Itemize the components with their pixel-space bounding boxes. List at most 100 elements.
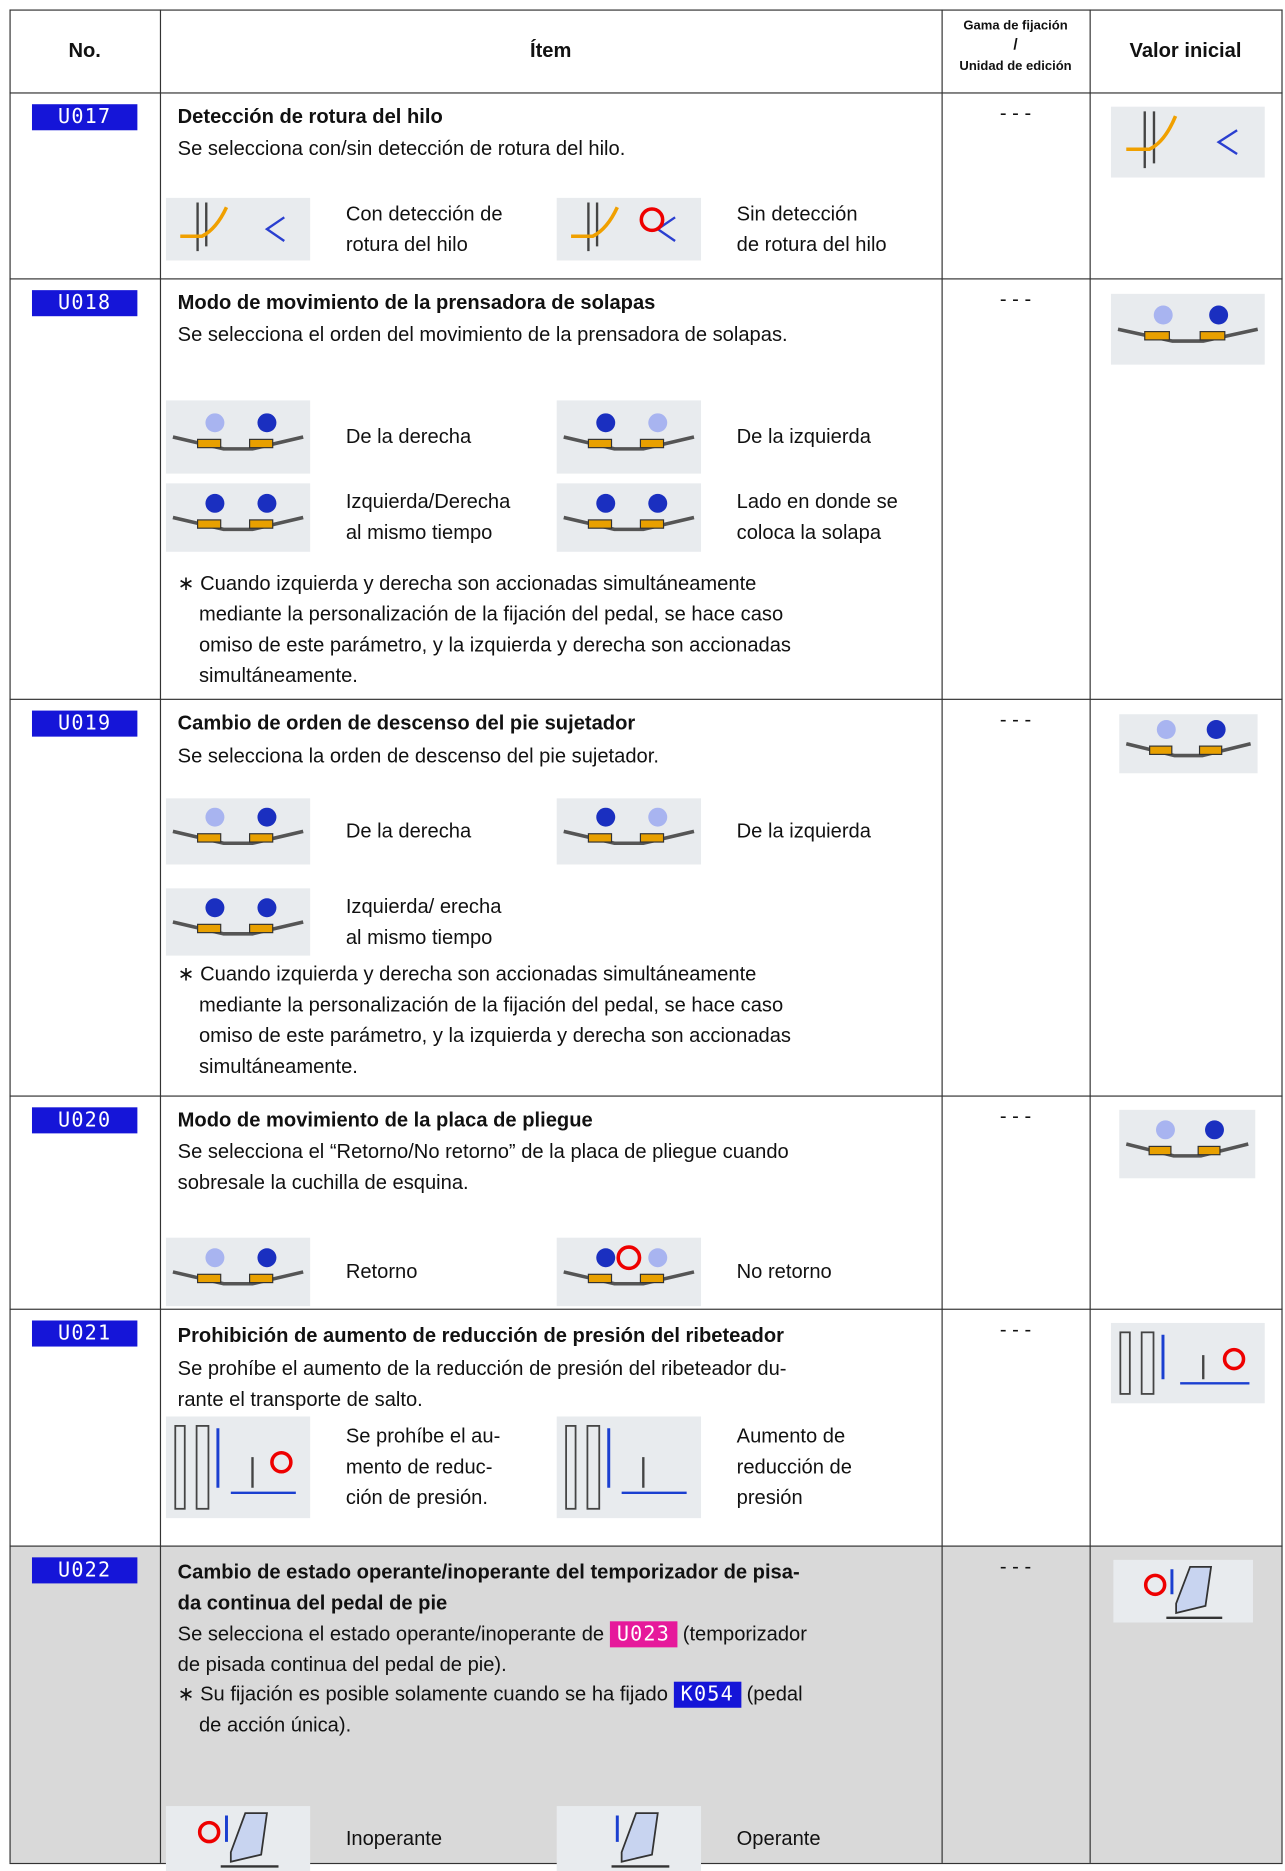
icon-part [639, 1273, 665, 1284]
icon-part [205, 493, 225, 513]
icon-part [1216, 129, 1238, 155]
row-description: Se selecciona el orden del movimiento de… [177, 323, 788, 346]
icon-part [1175, 1565, 1213, 1615]
icon-part [165, 1416, 311, 1519]
icon-part [1222, 1347, 1246, 1371]
icon [1110, 106, 1265, 178]
icon-part [639, 438, 665, 449]
icon-part [648, 413, 668, 433]
row-note: ∗ Su fijación es posible solamente cuand… [178, 1679, 957, 1741]
icon-part [205, 898, 225, 918]
header-range: / [1013, 35, 1018, 54]
row-code: U017 [31, 104, 138, 131]
icon-part [556, 1237, 702, 1307]
icon-part [639, 833, 665, 843]
icon-part [1119, 714, 1258, 774]
row-description: Se selecciona la orden de descenso del p… [177, 744, 659, 768]
icon-part [180, 206, 229, 239]
icon [165, 483, 311, 552]
icon [165, 1806, 311, 1871]
col-line [941, 9, 943, 1863]
icon-part [1110, 1322, 1265, 1404]
icon [165, 1416, 311, 1519]
icon-part [165, 888, 311, 956]
icon-part [565, 1425, 577, 1510]
icon-part [1155, 1120, 1175, 1140]
icon-part [556, 197, 702, 261]
text: Se selecciona el estado operante/inopera… [177, 1622, 610, 1645]
icon [165, 798, 311, 865]
row-code: U019 [31, 710, 138, 737]
icon-part [1198, 745, 1223, 755]
icon-part [1110, 293, 1265, 365]
icon-part [586, 1425, 601, 1510]
row-description: Se selecciona con/sin detección de rotur… [177, 137, 626, 160]
icon [165, 400, 311, 474]
col-line [159, 9, 162, 1863]
row-line [9, 92, 1283, 94]
text: ∗ Su fijación es posible solamente cuand… [177, 1682, 674, 1706]
icon [556, 1237, 702, 1307]
icon-part [165, 483, 311, 552]
icon-part [648, 493, 668, 513]
icon-part [165, 1237, 311, 1307]
icon [1119, 1109, 1256, 1179]
icon-part [205, 413, 225, 433]
icon-part [639, 519, 665, 529]
option-label: Se prohíbe el au- mento de reduc- ción d… [345, 1424, 501, 1509]
row-code: U020 [31, 1107, 138, 1134]
icon-part [1205, 1120, 1224, 1140]
icon-part [165, 197, 311, 261]
row-line [9, 1308, 1283, 1310]
icon [556, 197, 702, 261]
text: (temporizador de pisada continua del ped… [177, 1622, 807, 1676]
icon [1113, 1559, 1253, 1623]
icon-part [1119, 1109, 1256, 1179]
icon-part [205, 1248, 225, 1268]
icon-part [257, 898, 277, 918]
icon-part [174, 1425, 186, 1510]
icon-part [264, 216, 285, 242]
icon-part [196, 923, 222, 934]
row-description: Se prohíbe el aumento de la reducción de… [177, 1357, 787, 1411]
icon-part [556, 798, 702, 865]
icon-part [587, 519, 613, 529]
icon-part [1110, 106, 1265, 178]
icon-part [1143, 1573, 1167, 1597]
icon-part [165, 798, 311, 865]
row-range: - - - [999, 101, 1032, 125]
option-label: De la izquierda [736, 425, 871, 448]
row-line [9, 1095, 1283, 1097]
icon [556, 483, 702, 552]
header-initial: Valor inicial [1129, 39, 1242, 62]
icon-part [648, 807, 668, 827]
row-title: Modo de movimiento de la prensadora de s… [177, 291, 656, 314]
icon-part [556, 400, 702, 474]
icon-part [596, 807, 616, 827]
icon [1119, 714, 1258, 774]
icon-part [249, 1273, 274, 1284]
icon [165, 197, 311, 261]
icon-part [587, 438, 613, 449]
icon-part [257, 493, 277, 513]
row-code: U022 [31, 1557, 138, 1584]
icon-part [249, 519, 274, 529]
icon-part [1126, 115, 1178, 151]
icon-part [229, 1812, 268, 1863]
icon-part [195, 1425, 210, 1510]
option-label: De la derecha [345, 819, 472, 843]
icon-part [1148, 1145, 1172, 1156]
row-description: Se selecciona el estado operante/inopera… [178, 1619, 936, 1681]
icon-part [257, 807, 277, 827]
icon-part [1209, 305, 1229, 325]
option-label: Inoperante [345, 1826, 443, 1850]
icon-part [587, 1273, 613, 1284]
icon-part [1153, 305, 1173, 325]
header-item: Ítem [529, 39, 572, 62]
row-range: - - - [999, 708, 1032, 731]
row-line [9, 9, 1283, 11]
row-range: - - - [999, 287, 1032, 311]
